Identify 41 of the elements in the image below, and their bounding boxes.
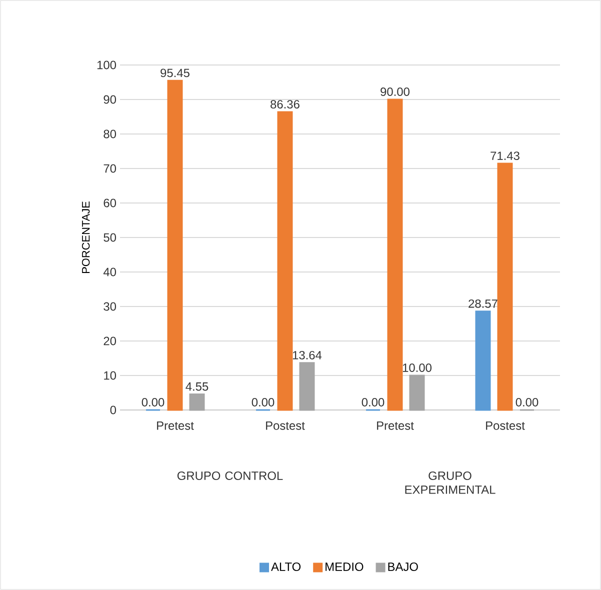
bar (409, 374, 425, 411)
bar (277, 111, 293, 411)
y-tick-label: 50 (104, 233, 116, 242)
data-label: 0.00 (362, 398, 384, 406)
y-tick-label: 30 (104, 302, 116, 311)
data-label: 10.00 (402, 364, 432, 372)
bar (387, 98, 403, 411)
data-label: 4.55 (186, 382, 208, 391)
y-tick-label: 0 (110, 406, 116, 414)
bar (475, 310, 491, 411)
text: GRUPO CONTROL (177, 472, 283, 480)
data-label: 90.00 (380, 88, 410, 96)
data-label: 13.64 (292, 350, 322, 360)
data-label: 0.00 (142, 398, 164, 406)
bar (167, 80, 183, 411)
data-label: 71.43 (490, 152, 520, 160)
y-tick-label: 80 (104, 130, 116, 138)
bar (299, 362, 315, 411)
y-tick-label: 40 (103, 268, 116, 276)
legend-label: ALTO (271, 562, 301, 571)
x-tick-label: Postest (486, 422, 525, 430)
y-axis-title: PORCENTAJE (82, 202, 90, 274)
bar (497, 162, 513, 411)
y-tick-label: 100 (97, 60, 116, 70)
y-tick-label: 60 (104, 198, 116, 208)
text: GRUPO EXPERIMENTAL (405, 472, 496, 494)
legend-label: MEDIO (326, 562, 364, 571)
data-label: 0.00 (252, 398, 274, 406)
data-label: 0.00 (516, 398, 538, 406)
x-tick-label: Pretest (377, 422, 414, 430)
y-tick-label: 20 (104, 336, 116, 346)
data-label: 86.36 (270, 100, 300, 109)
x-tick-label: Postest (266, 422, 305, 430)
y-tick-label: 70 (104, 164, 116, 173)
data-label: 28.57 (468, 299, 498, 308)
legend-label: BAJO (388, 562, 418, 571)
x-tick-label: Pretest (157, 422, 194, 430)
data-label: 95.45 (160, 68, 190, 78)
bar (189, 394, 205, 411)
y-tick-label: 90 (104, 95, 116, 104)
y-tick-label: 10 (104, 371, 116, 380)
